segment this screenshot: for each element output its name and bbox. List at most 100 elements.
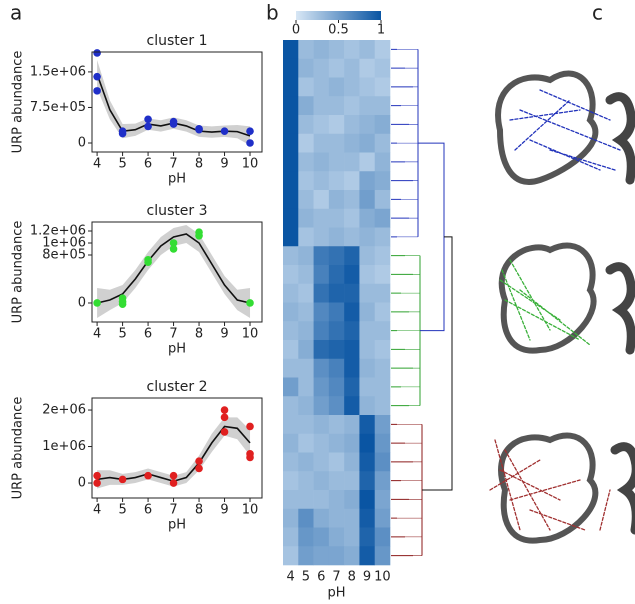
heatmap-cell: [374, 115, 391, 135]
heatmap-cell: [328, 265, 345, 285]
heatmap-cell: [283, 190, 299, 210]
x-axis-label: pH: [168, 342, 186, 357]
point: [169, 120, 178, 128]
point: [246, 299, 254, 307]
heatmap-cell: [359, 190, 376, 210]
point: [195, 231, 203, 240]
heatmap-cell: [359, 227, 376, 247]
x-tick-label: 4: [93, 503, 101, 518]
heatmap-cell: [359, 152, 376, 172]
heatmap-cell: [374, 452, 391, 472]
point: [93, 72, 101, 81]
heatmap-cell: [313, 490, 330, 510]
heatmap-cell: [298, 321, 314, 341]
heatmap-cell: [283, 246, 299, 266]
heatmap-cell: [283, 115, 299, 135]
heatmap-cell: [313, 96, 330, 116]
point: [246, 139, 254, 147]
point: [195, 125, 203, 134]
x-tick-label: 8: [195, 157, 203, 172]
heatmap-cell: [313, 246, 330, 266]
point: [118, 475, 127, 484]
heatmap-cell: [359, 508, 376, 528]
point: [220, 413, 229, 422]
heatmap-cell: [344, 396, 360, 416]
heatmap-cell: [344, 190, 360, 210]
point: [118, 294, 127, 302]
heatmap-cell: [283, 208, 299, 228]
heatmap-cell: [374, 190, 391, 210]
heatmap-cell: [344, 433, 360, 453]
heatmap-cell: [313, 433, 330, 453]
x-tick-label: 6: [144, 157, 152, 172]
heatmap-cell: [328, 527, 345, 547]
heatmap-cell: [328, 58, 345, 78]
heatmap-cell: [359, 490, 376, 510]
heatmap-cell: [359, 171, 376, 191]
heatmap-cell: [298, 508, 314, 528]
heatmap-cell: [283, 265, 299, 285]
heatmap-cell: [313, 546, 330, 566]
heatmap-cell: [328, 77, 345, 97]
heatmap-cell: [298, 115, 314, 135]
heatmap-cell: [344, 265, 360, 285]
x-tick-label: 4: [287, 570, 295, 585]
heatmap-cell: [283, 58, 299, 78]
x-tick-label: 10: [242, 327, 259, 342]
heatmap-cell: [313, 190, 330, 210]
heatmap-cell: [283, 377, 299, 397]
heatmap-cell: [344, 471, 360, 491]
heatmap-cell: [344, 377, 360, 397]
x-tick-label: 10: [374, 570, 391, 585]
heatmap-cell: [283, 133, 299, 153]
heatmap-cell: [359, 433, 376, 453]
heatmap-cell: [298, 283, 314, 303]
heatmap-cell: [328, 302, 345, 322]
x-tick-label: 10: [242, 503, 259, 518]
heatmap-cell: [328, 133, 345, 153]
heatmap-cell: [344, 490, 360, 510]
heatmap-cell: [359, 452, 376, 472]
heatmap-cell: [283, 471, 299, 491]
point: [93, 479, 101, 487]
plot-frame: [91, 221, 263, 323]
y-axis-label: URP abundance: [11, 51, 26, 154]
heatmap-cell: [328, 283, 345, 303]
heatmap-cell: [283, 152, 299, 172]
heatmap-cell: [328, 227, 345, 247]
heatmap-cell: [283, 96, 299, 116]
heatmap-cell: [298, 358, 314, 378]
heatmap-cell: [313, 152, 330, 172]
heatmap-cell: [328, 246, 345, 266]
heatmap-cell: [298, 152, 314, 172]
heatmap-cell: [298, 377, 314, 397]
confidence-band: [97, 417, 251, 489]
heatmap-cell: [298, 527, 314, 547]
heatmap-cell: [313, 415, 330, 435]
heatmap-cell: [283, 321, 299, 341]
heatmap-cell: [313, 302, 330, 322]
heatmap-cell: [298, 433, 314, 453]
point: [169, 471, 178, 480]
heatmap-cell: [344, 321, 360, 341]
heatmap-cell: [328, 115, 345, 135]
point: [220, 428, 229, 436]
heatmap-cell: [283, 415, 299, 435]
heatmap-cell: [298, 471, 314, 491]
heatmap-cell: [328, 152, 345, 172]
x-tick-label: 4: [93, 327, 101, 342]
heatmap-cell: [313, 377, 330, 397]
heatmap-cell: [359, 40, 376, 60]
x-tick-label: 7: [169, 327, 177, 342]
heatmap-cell: [374, 546, 391, 566]
y-tick-label: 0: [78, 135, 86, 150]
chart-title: cluster 3: [147, 203, 208, 219]
confidence-band: [97, 60, 251, 146]
point: [118, 127, 127, 135]
heatmap-cell: [283, 452, 299, 472]
y-tick-label: 1e+06: [42, 439, 86, 454]
point: [93, 471, 101, 480]
heatmap-cell: [374, 227, 391, 247]
point: [93, 299, 101, 307]
heatmap-cell: [298, 190, 314, 210]
